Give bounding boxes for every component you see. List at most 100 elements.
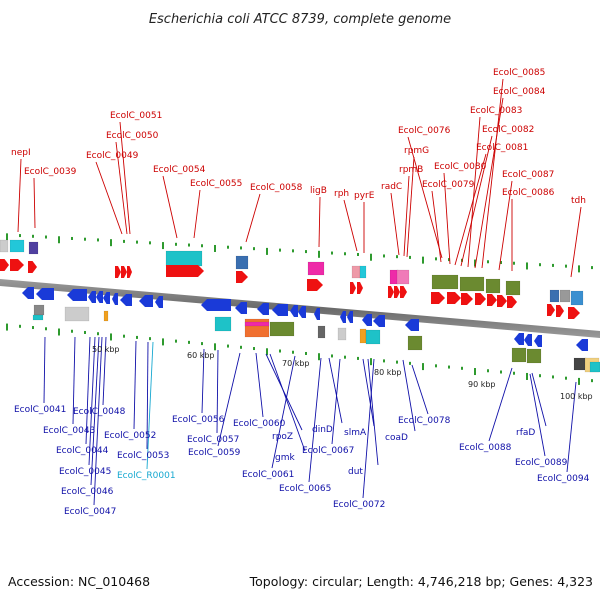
gene-label-forward: radC xyxy=(381,182,402,192)
gene-label-forward: EcolC_0084 xyxy=(493,87,546,97)
label-leader-line xyxy=(411,364,429,415)
scale-tick xyxy=(487,260,489,264)
scale-tick xyxy=(45,327,47,331)
label-leader-line xyxy=(217,352,241,447)
scale-tick xyxy=(539,263,541,267)
forward-gene-arrow xyxy=(394,286,400,298)
scale-tick xyxy=(591,266,593,270)
feature-box xyxy=(570,290,584,306)
scale-labels: 50 kbp 60 kbp 70 kbp 80 kbp 90 kbp 100 k… xyxy=(92,345,593,401)
label-leader-line xyxy=(245,193,261,243)
gene-label-reverse: EcolC_0094 xyxy=(537,474,590,484)
scale-tick xyxy=(175,339,177,343)
feature-box xyxy=(359,265,367,279)
reverse-gene-arrow xyxy=(347,311,353,323)
gene-label-forward: EcolC_0081 xyxy=(476,143,528,153)
gene-label-forward: EcolC_0051 xyxy=(110,111,162,121)
scale-tick xyxy=(357,252,359,256)
forward-gene-arrow xyxy=(236,271,248,283)
label-leader-line xyxy=(146,341,149,450)
gene-label-reverse: EcolC_0061 xyxy=(242,470,294,480)
gene-label-reverse: EcolC_0053 xyxy=(117,451,169,461)
gene-label-reverse: EcolC_0060 xyxy=(233,419,286,429)
scale-tick xyxy=(188,243,190,247)
gene-label-reverse: EcolC_0057 xyxy=(187,435,239,445)
gene-label-reverse: dinD xyxy=(312,425,333,435)
scale-tick xyxy=(227,344,229,348)
label-leader-line xyxy=(362,358,375,499)
forward-gene-arrow xyxy=(556,305,564,317)
scale-tick xyxy=(97,332,99,336)
scale-tick xyxy=(84,237,86,241)
scale-tick xyxy=(396,255,398,259)
accession-text: Accession: NC_010468 xyxy=(8,574,150,589)
feature-box xyxy=(351,265,361,279)
gene-label-forward: EcolC_0054 xyxy=(153,165,206,175)
label-leader-line xyxy=(488,367,513,442)
scale-tick xyxy=(292,350,294,354)
feature-box xyxy=(365,329,381,345)
gene-label-forward: ligB xyxy=(310,186,327,196)
feature-box xyxy=(28,241,39,255)
gene-label-reverse: dut xyxy=(348,467,363,477)
scale-tick xyxy=(253,247,255,251)
scale-tick xyxy=(539,374,541,378)
reverse-gene-arrow xyxy=(405,319,419,331)
label-leader-line xyxy=(390,192,400,256)
feature-box xyxy=(511,347,527,363)
scale-tick xyxy=(305,250,307,254)
gene-label-forward: EcolC_0049 xyxy=(86,151,139,161)
gene-label-reverse: EcolC_0045 xyxy=(59,467,111,477)
scale-tick xyxy=(19,234,21,238)
label-leader-line xyxy=(88,336,96,466)
gene-label-reverse: EcolC_0041 xyxy=(14,405,66,415)
scale-tick xyxy=(526,262,528,270)
label-leader-line xyxy=(119,121,131,235)
reverse-gene-arrow xyxy=(88,291,96,303)
feature-box xyxy=(317,325,326,339)
feature-box xyxy=(32,314,44,321)
scale-tick xyxy=(136,240,138,244)
gene-label-forward: EcolC_0079 xyxy=(422,180,475,190)
scale-tick xyxy=(58,328,60,336)
reverse-gene-arrow xyxy=(112,293,118,305)
forward-gene-arrow xyxy=(400,286,407,298)
reverse-gene-arrow xyxy=(67,289,87,301)
label-leader-line xyxy=(308,357,322,483)
scale-tick xyxy=(175,242,177,246)
scale-tick xyxy=(71,329,73,333)
forward-gene-arrow xyxy=(447,292,461,304)
scale-tick xyxy=(162,242,164,250)
scale-label: 90 kbp xyxy=(468,380,496,389)
forward-gene-arrow xyxy=(121,266,127,278)
label-leader-line xyxy=(85,336,91,445)
scale-tick xyxy=(526,372,528,380)
feature-box xyxy=(9,239,25,253)
scale-tick xyxy=(201,342,203,346)
reverse-strand-genes xyxy=(22,287,588,351)
scale-tick xyxy=(292,249,294,253)
label-leader-line xyxy=(529,373,546,457)
gene-label-forward: rpmB xyxy=(399,165,423,175)
scale-tick xyxy=(578,265,580,273)
scale-label: 70 kbp xyxy=(282,359,310,368)
forward-gene-arrow xyxy=(388,286,394,298)
reverse-gene-arrow xyxy=(290,305,298,317)
scale-tick xyxy=(357,356,359,360)
forward-gene-labels: nepI EcolC_0039 EcolC_0051 EcolC_0050 EcolC_… xyxy=(11,68,586,206)
forward-gene-arrow xyxy=(475,293,486,305)
reverse-gene-arrow xyxy=(298,306,306,318)
feature-box xyxy=(103,310,109,322)
gene-label-reverse: coaD xyxy=(385,433,408,443)
scale-tick xyxy=(487,369,489,373)
reverse-gene-arrow xyxy=(257,303,269,315)
gene-label-forward: EcolC_0058 xyxy=(250,183,303,193)
label-leader-line xyxy=(201,348,205,414)
label-leader-line xyxy=(498,180,513,271)
label-leader-line xyxy=(467,116,481,268)
scale-tick xyxy=(396,360,398,364)
forward-gene-arrow xyxy=(307,279,323,291)
scale-tick xyxy=(45,235,47,239)
gene-label-reverse: gmk xyxy=(275,453,295,463)
label-leader-line xyxy=(271,355,296,469)
